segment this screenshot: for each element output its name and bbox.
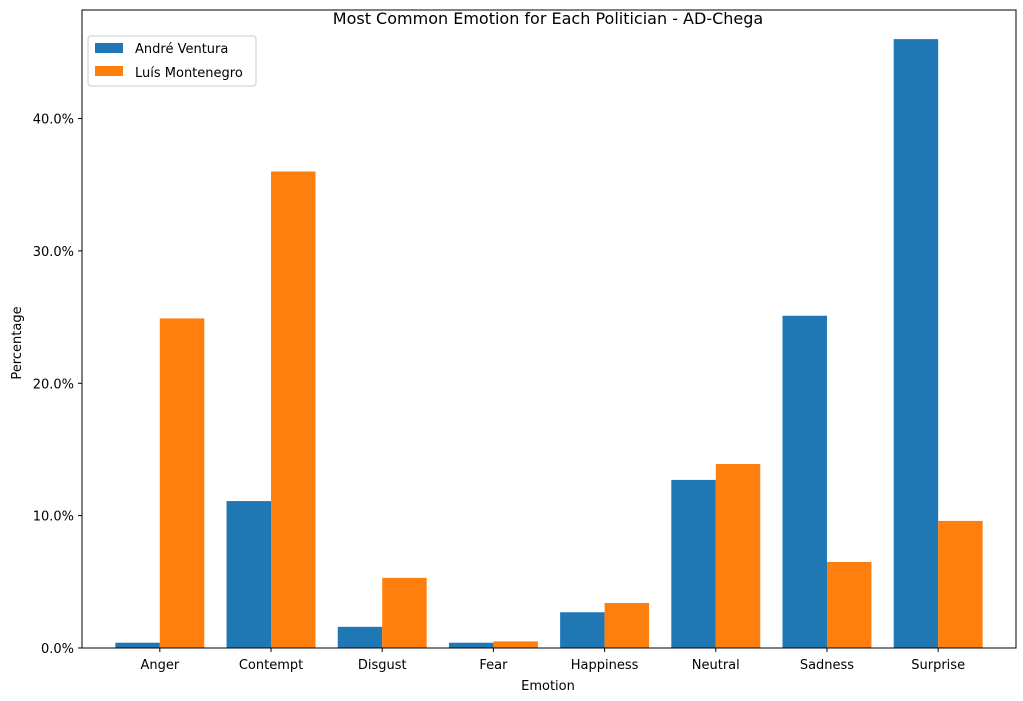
y-tick-label: 10.0% (33, 510, 74, 525)
y-tick-label: 30.0% (33, 245, 74, 260)
x-tick-label-sadness: Sadness (800, 658, 854, 673)
x-tick-label-contempt: Contempt (239, 658, 303, 673)
bar-andre-ventura-fear (449, 643, 493, 648)
legend-label-luis-montenegro: Luís Montenegro (135, 66, 243, 81)
bar-andre-ventura-anger (115, 643, 159, 648)
bar-andre-ventura-disgust (338, 627, 382, 648)
chart-title: Most Common Emotion for Each Politician … (333, 9, 763, 28)
bar-luis-montenegro-surprise (938, 521, 982, 648)
x-tick-label-surprise: Surprise (911, 658, 965, 673)
bar-luis-montenegro-disgust (382, 578, 426, 648)
x-tick-label-anger: Anger (140, 658, 179, 673)
legend-swatch-andre-ventura (95, 43, 123, 53)
legend-label-andre-ventura: André Ventura (135, 42, 228, 57)
y-axis-label: Percentage (10, 306, 25, 379)
y-tick-label: 40.0% (33, 113, 74, 128)
bar-luis-montenegro-anger (160, 318, 204, 648)
bar-luis-montenegro-happiness (605, 603, 649, 648)
x-tick-label-neutral: Neutral (692, 658, 740, 673)
bar-luis-montenegro-sadness (827, 562, 871, 648)
legend-swatch-luis-montenegro (95, 66, 123, 76)
bar-andre-ventura-contempt (227, 501, 271, 648)
bar-luis-montenegro-neutral (716, 464, 760, 648)
bar-andre-ventura-neutral (671, 480, 715, 648)
x-tick-label-happiness: Happiness (571, 658, 639, 673)
bar-andre-ventura-sadness (783, 316, 827, 648)
legend: André Ventura Luís Montenegro (88, 36, 256, 86)
bar-luis-montenegro-contempt (271, 171, 315, 648)
x-tick-label-fear: Fear (479, 658, 508, 673)
x-tick-label-disgust: Disgust (358, 658, 407, 673)
y-tick-label: 0.0% (41, 642, 74, 657)
x-axis-label: Emotion (521, 679, 575, 694)
bar-luis-montenegro-fear (493, 641, 537, 648)
bar-andre-ventura-happiness (560, 612, 604, 648)
bar-andre-ventura-surprise (894, 39, 938, 648)
y-tick-label: 20.0% (33, 377, 74, 392)
